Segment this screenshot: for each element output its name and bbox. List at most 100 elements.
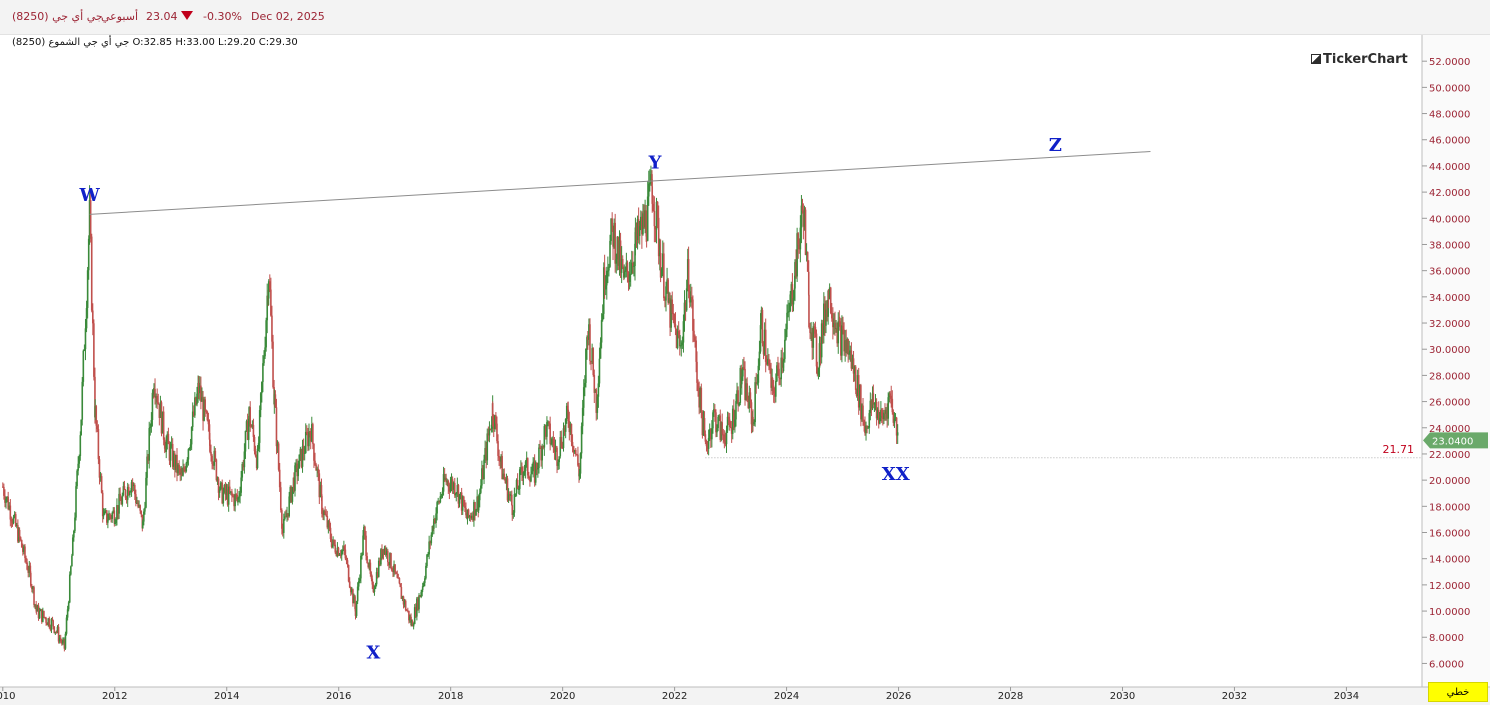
x-axis-panel [0,687,1490,705]
candle-body [109,513,111,517]
candle-body [71,537,74,556]
candle-body [486,433,489,461]
candle-body [433,518,435,529]
candle-body [367,562,370,568]
candle-body [476,496,478,510]
candle-body [494,415,496,429]
candle-body [614,222,616,264]
candle-body [475,509,477,516]
candle-body [456,485,459,493]
candle-body [204,399,207,411]
candle-body [425,565,427,579]
candle-body [810,332,812,334]
candle-body [398,578,401,584]
candle-body [520,467,522,470]
candle-body [759,325,762,352]
candle-body [7,496,9,510]
candle-body [94,406,96,418]
candle-body [843,329,845,352]
candle-body [59,637,62,641]
candle-body [650,174,652,183]
candle-body [131,482,134,486]
candle-body [70,566,72,575]
interval-label[interactable]: أسبوعي [101,10,139,23]
candle-body [34,604,36,606]
support-label: 21.71 [1383,443,1415,456]
candle-body [679,345,682,347]
candle-body [746,383,748,401]
candle-body [115,519,117,524]
candle-body [301,446,304,467]
candle-body [401,596,404,599]
candle-body [23,546,25,552]
candle-body [46,622,48,626]
candle-body [455,492,458,495]
candle-body [417,598,419,610]
y-tick-label: 42.0000 [1429,188,1470,199]
x-tick-label: 2032 [1222,691,1247,702]
candle-body [492,418,495,429]
candle-body [672,313,675,315]
candle-body [584,382,586,388]
candle-body [895,417,898,436]
candle-body [680,345,683,347]
candle-body [595,389,598,413]
candle-body [274,394,277,408]
candle-body [567,409,570,422]
candle-body [863,421,865,426]
candle-body [253,436,256,452]
candle-body [182,467,184,476]
candle-body [233,496,235,507]
candle-body [351,589,353,593]
y-tick-label: 18.0000 [1429,502,1470,513]
candle-body [681,342,684,346]
candle-body [149,427,152,429]
candle-body [721,422,723,435]
candle-body [528,475,530,479]
candle-body [711,428,713,440]
candle-body [661,253,664,269]
candle-body [707,437,710,449]
candle-body [590,360,592,362]
candle-body [673,314,676,325]
candle-body [244,430,247,452]
candle-body [618,240,621,266]
candle-body [559,436,562,457]
symbol-name[interactable]: جي أي جي (8250) [12,10,103,23]
candle-body [790,284,793,295]
candle-body [123,486,126,490]
candle-body [295,463,297,466]
candle-body [756,382,759,384]
candle-body [95,406,98,426]
candle-body [90,236,93,311]
candle-body [446,480,449,483]
candle-body [67,602,70,610]
candle-body [52,620,54,627]
candle-body [481,468,483,486]
candle-body [116,505,118,520]
candle-body [242,464,245,468]
chart-mode-button[interactable]: خطي [1428,682,1488,702]
candle-body [892,412,895,423]
candle-body [609,240,611,267]
candle-body [130,490,132,492]
x-tick-label: 2020 [550,691,575,702]
candle-body [339,554,342,556]
candle-body [323,511,325,516]
candle-body [794,262,796,289]
candle-body [744,368,746,400]
candle-body [452,482,455,490]
candle-body [587,337,589,340]
candle-body [296,463,298,477]
candle-body [736,390,738,402]
candle-body [97,429,100,460]
candle-body [201,397,203,402]
candle-body [151,392,154,421]
candle-body [190,426,193,445]
candle-body [505,478,508,484]
candle-body [457,485,460,504]
candle-body [660,268,663,278]
candle-body [212,463,214,466]
candle-body [324,511,326,515]
